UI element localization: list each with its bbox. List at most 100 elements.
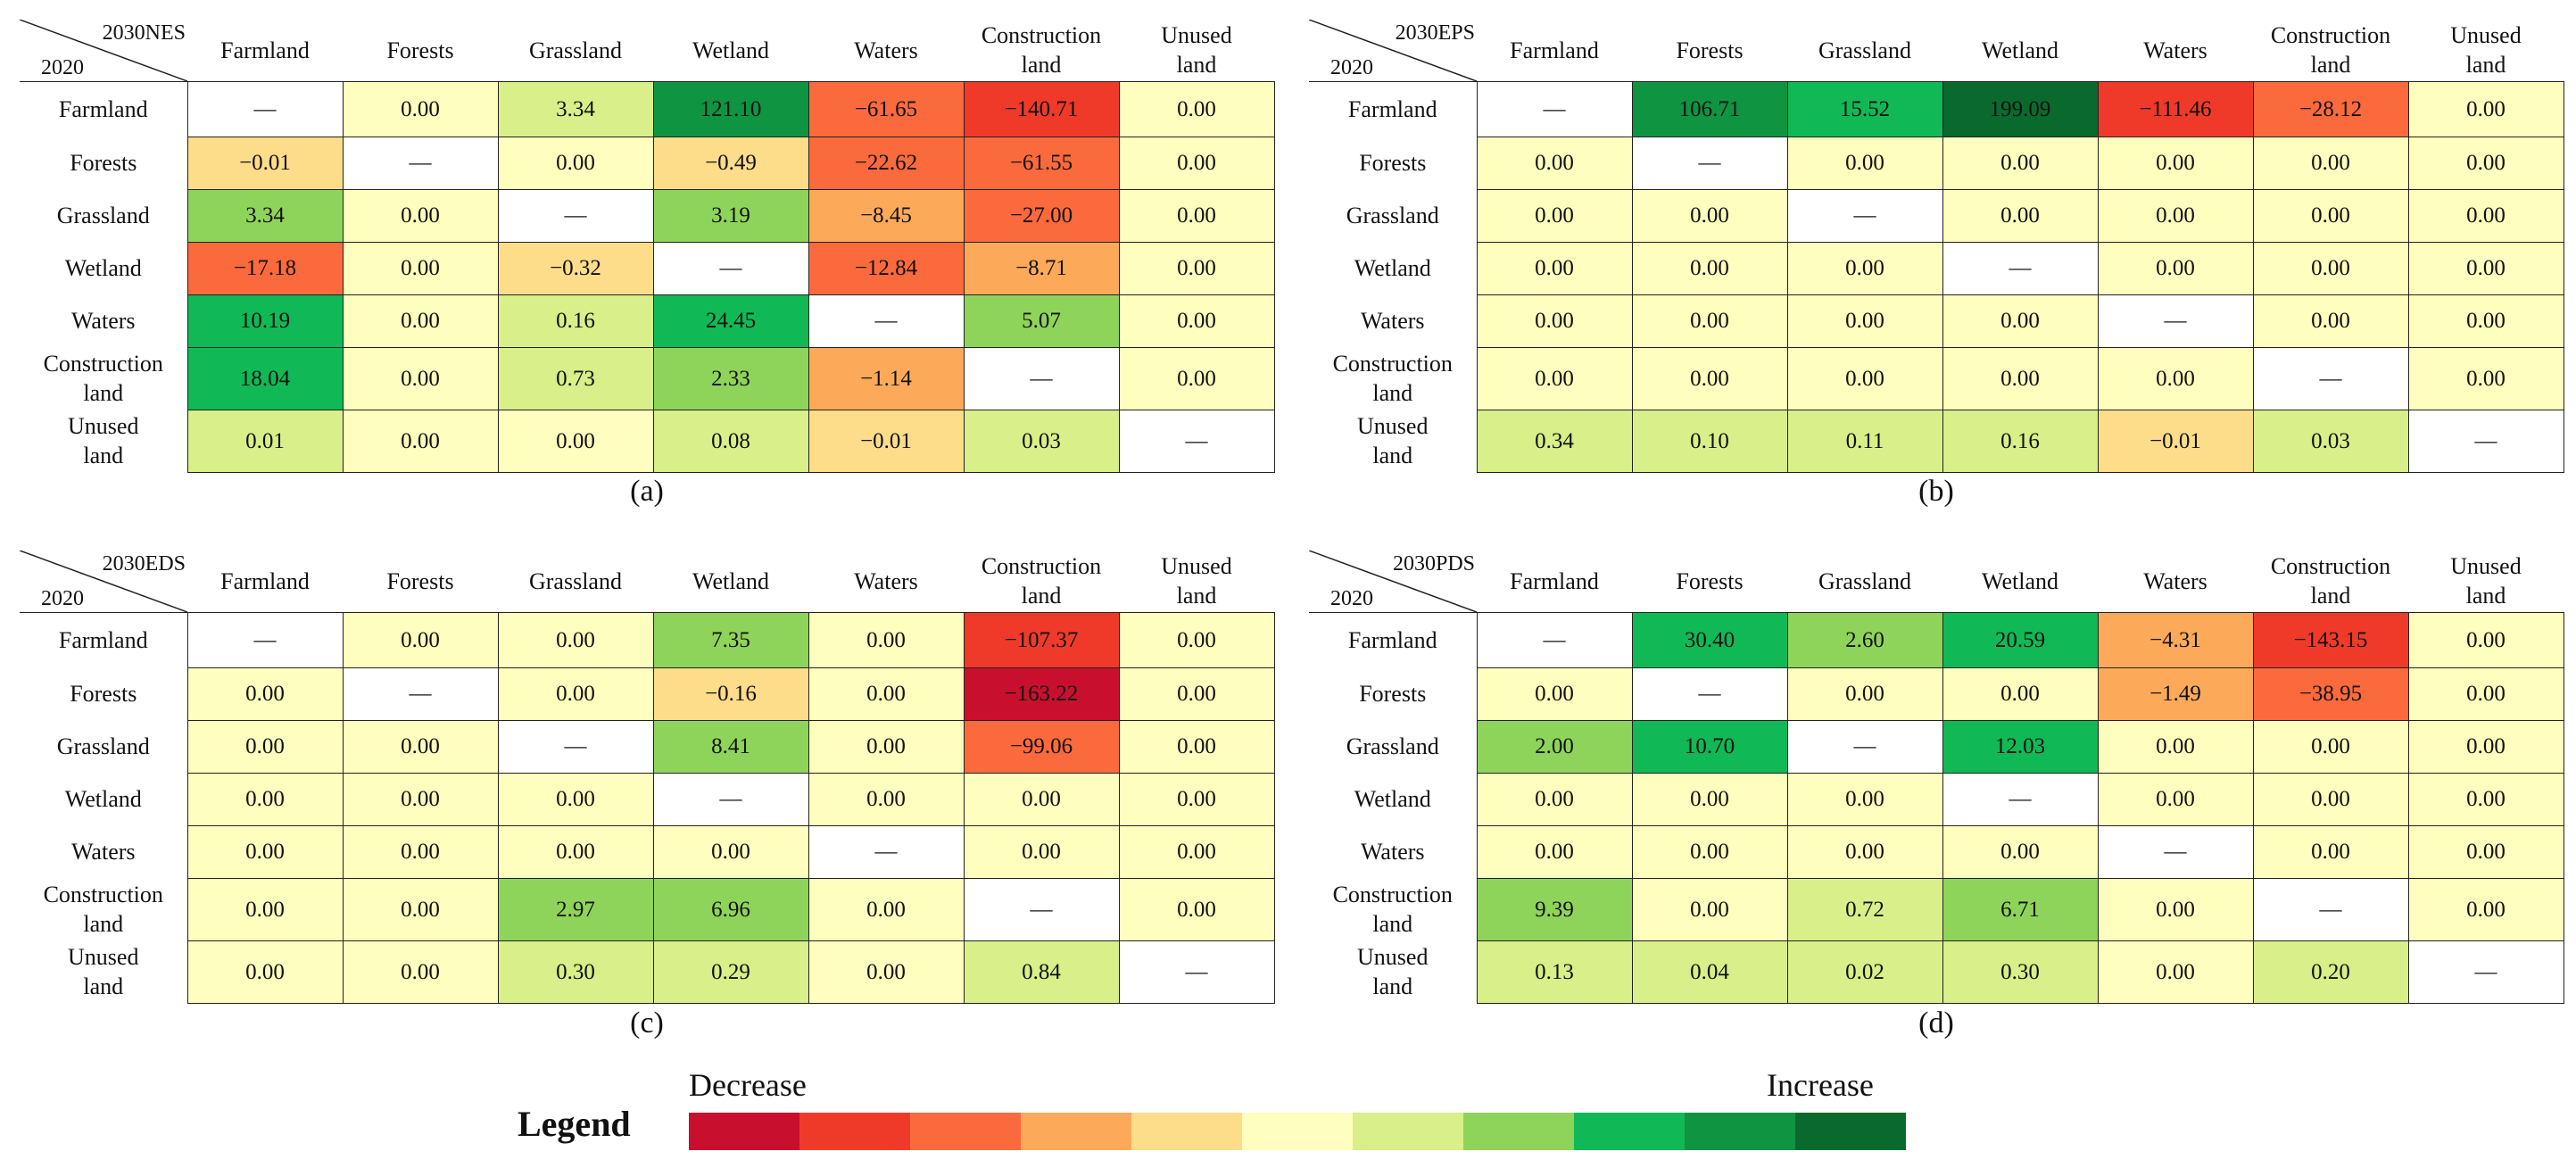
value-cell: — [1476, 611, 1633, 668]
value-cell: 3.19 [652, 188, 809, 243]
value-cell: 2.97 [497, 877, 654, 941]
legend-swatch [1463, 1113, 1574, 1150]
row-header: Waters [1360, 839, 1425, 865]
value-cell: 0.00 [1476, 824, 1633, 879]
value-cell: 0.00 [497, 136, 654, 190]
value-cell: 0.00 [1786, 824, 1943, 879]
value-cell: 0.16 [1942, 409, 2099, 473]
value-cell: — [2252, 877, 2409, 941]
row-header: Grassland [1346, 203, 1439, 228]
value-cell: 0.00 [2407, 136, 2564, 190]
table-row: Grassland 0.00 0.00—8.41 0.00 −99.06 0.00 [20, 719, 1275, 774]
value-cell: 0.00 [1476, 346, 1633, 410]
row-header: Grassland [56, 733, 150, 759]
value-cell: 2.00 [1476, 719, 1633, 774]
row-header: Forests [1359, 681, 1427, 707]
value-cell: 0.00 [186, 824, 344, 879]
value-cell: 0.00 [2097, 877, 2254, 941]
value-cell: 0.03 [2252, 409, 2409, 473]
matrix-panel-c: 2030EDS 2020 Farmland Forests Grassland Wetla… [20, 551, 1275, 1004]
column-header: Forests [343, 551, 498, 613]
value-cell: — [2097, 824, 2254, 879]
value-cell: 0.00 [186, 667, 344, 721]
value-cell: 0.00 [2407, 80, 2564, 137]
corner-header: 2030NES 2020 [20, 20, 187, 82]
table-row: Forests 0.00—0.00 −0.16 0.00 −163.22 0.00 [20, 667, 1275, 721]
scenario-label: 2030PDS [1392, 552, 1475, 576]
value-cell: 0.84 [963, 940, 1120, 1004]
table-row: Forests −0.01—0.00 −0.49 −22.62 −61.55 0.00 [20, 136, 1275, 190]
value-cell: 0.00 [497, 611, 654, 668]
value-cell: 0.11 [1786, 409, 1943, 473]
value-cell: 0.00 [1631, 877, 1788, 941]
value-cell: 0.00 [342, 611, 499, 668]
value-cell: 0.00 [2252, 294, 2409, 348]
value-cell: 0.00 [1786, 667, 1943, 721]
value-cell: — [186, 80, 344, 137]
row-header: Construction land [43, 882, 163, 937]
table-row: Unused land 0.34 0.10 0.11 0.16 −0.01 0.03— [1309, 409, 2564, 473]
table-row: Grassland 0.00 0.00—0.00 0.00 0.00 0.00 [1309, 188, 2564, 243]
value-cell: 8.41 [652, 719, 809, 774]
value-cell: 0.00 [1631, 346, 1788, 410]
corner-diagonal-line [20, 551, 187, 612]
value-cell: 0.00 [652, 824, 809, 879]
row-header: Forests [1359, 150, 1427, 176]
legend-decrease-label: Decrease [689, 1067, 807, 1103]
column-header: Forests [1632, 20, 1787, 82]
value-cell: 6.96 [652, 877, 809, 941]
value-cell: 10.19 [186, 294, 344, 348]
value-cell: 0.13 [1476, 940, 1633, 1004]
row-header: Waters [70, 308, 136, 334]
value-cell: 0.00 [1942, 294, 2099, 348]
value-cell: −12.84 [808, 241, 965, 295]
value-cell: — [963, 346, 1120, 410]
scenario-label: 2030NES [102, 21, 186, 45]
value-cell: 0.00 [2097, 940, 2254, 1004]
value-cell: −99.06 [963, 719, 1120, 774]
value-cell: 0.00 [1631, 188, 1788, 243]
row-header: Forests [70, 150, 137, 176]
value-cell: 0.00 [2097, 241, 2254, 295]
value-cell: 0.02 [1786, 940, 1943, 1004]
value-cell: 0.00 [2252, 188, 2409, 243]
row-header: Grassland [1346, 733, 1439, 759]
value-cell: 0.00 [2407, 719, 2564, 774]
value-cell: −4.31 [2097, 611, 2254, 668]
value-cell: 2.33 [652, 346, 809, 410]
column-header: Farmland [1477, 20, 1632, 82]
value-cell: 0.00 [342, 241, 499, 295]
legend-swatch [1131, 1113, 1242, 1150]
legend-title: Legend [518, 1104, 631, 1144]
value-cell: 106.71 [1631, 80, 1788, 137]
row-header: Unused land [1357, 944, 1429, 999]
value-cell: 0.00 [342, 824, 499, 879]
table-row: Grassland 3.34 0.00—3.19 −8.45 −27.00 0.00 [20, 188, 1275, 243]
value-cell: — [497, 719, 654, 774]
table-row: Farmland —106.71 15.52 199.09 −111.46 −28.12 0… [1309, 80, 2564, 137]
value-cell: 0.00 [1942, 667, 2099, 721]
legend-swatch [910, 1113, 1021, 1150]
column-header: Waters [2098, 20, 2253, 82]
column-header: Construction land [964, 20, 1119, 82]
value-cell: 0.00 [808, 667, 965, 721]
legend-swatch [1242, 1113, 1353, 1150]
value-cell: 0.00 [963, 824, 1120, 879]
value-cell: 0.72 [1786, 877, 1943, 941]
transfer-table: 2030EDS 2020 Farmland Forests Grassland Wetla… [20, 551, 1275, 1004]
column-header: Farmland [187, 20, 343, 82]
legend-swatch [689, 1113, 799, 1150]
value-cell: −0.49 [652, 136, 809, 190]
scenario-label: 2030EDS [102, 552, 186, 576]
value-cell: 0.00 [1476, 294, 1633, 348]
value-cell: — [2407, 409, 2564, 473]
row-header: Wetland [1354, 255, 1431, 281]
value-cell: 0.00 [1118, 188, 1275, 243]
value-cell: 0.08 [652, 409, 809, 473]
value-cell: 20.59 [1942, 611, 2099, 668]
value-cell: — [652, 241, 809, 295]
column-header: Grassland [498, 20, 653, 82]
value-cell: 5.07 [963, 294, 1120, 348]
value-cell: 0.00 [963, 772, 1120, 826]
value-cell: 0.00 [2407, 241, 2564, 295]
